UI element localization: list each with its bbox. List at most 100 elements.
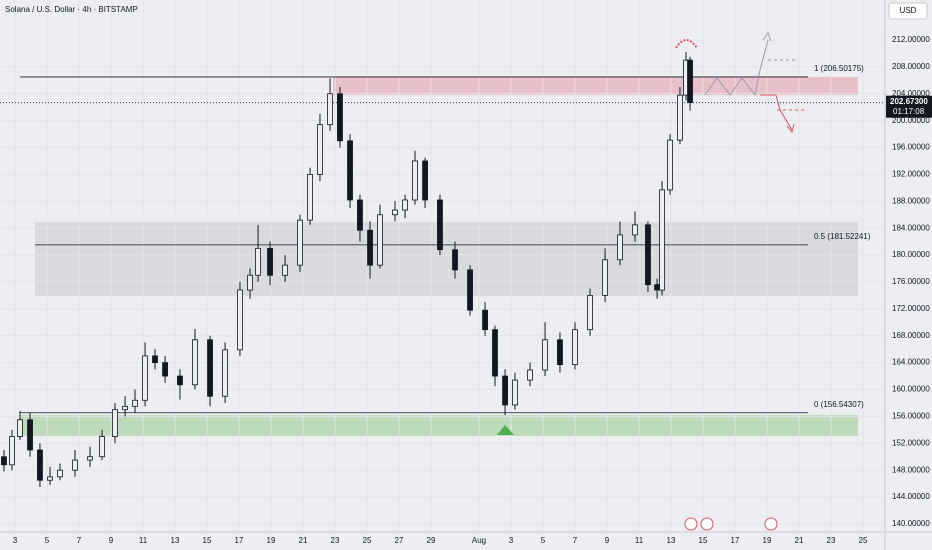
candle-body <box>654 284 660 291</box>
x-tick-label: 9 <box>605 536 610 545</box>
candle-body <box>337 93 343 142</box>
candle-body <box>307 174 313 221</box>
level-label: 0.5 (181.52241) <box>814 232 871 241</box>
zone <box>20 415 858 436</box>
candle-body <box>367 229 373 266</box>
chart-title: Solana / U.S. Dollar · 4h · BITSTAMP <box>5 5 138 14</box>
x-tick-label: 11 <box>139 536 148 545</box>
candle-body <box>112 409 118 437</box>
y-tick-label: 172.00000 <box>892 304 930 313</box>
candle-body <box>255 247 261 276</box>
candle-body <box>122 405 128 411</box>
x-tick-label: 21 <box>299 536 308 545</box>
y-tick-label: 180.00000 <box>892 250 930 259</box>
candle-body <box>687 59 693 103</box>
x-tick-label: 19 <box>763 536 772 545</box>
x-tick-label: 17 <box>731 536 740 545</box>
x-tick-label: 21 <box>795 536 804 545</box>
candle-body <box>57 469 63 478</box>
x-tick-label: 9 <box>109 536 114 545</box>
y-tick-label: 176.00000 <box>892 277 930 286</box>
candle-body <box>297 219 303 266</box>
y-tick-label: 148.00000 <box>892 465 930 474</box>
candles <box>1 52 693 487</box>
candle-body <box>282 264 288 276</box>
candle-body <box>142 355 148 401</box>
candle-body <box>492 329 498 377</box>
y-tick-label: 164.00000 <box>892 358 930 367</box>
event-icons <box>684 517 778 531</box>
candle-body <box>347 140 353 201</box>
x-tick-label: 15 <box>203 536 212 545</box>
y-tick-label: 184.00000 <box>892 223 930 232</box>
x-tick-label: 11 <box>635 536 644 545</box>
y-tick-label: 208.00000 <box>892 62 930 71</box>
x-tick-label: 29 <box>427 536 436 545</box>
candle-body <box>402 199 408 211</box>
x-tick-label: 3 <box>13 536 18 545</box>
x-tick-label: 7 <box>77 536 82 545</box>
x-tick-label: 5 <box>45 536 50 545</box>
candle-body <box>467 269 473 311</box>
candle-body <box>602 259 608 296</box>
candle-body <box>645 224 651 286</box>
candle-body <box>152 355 158 364</box>
candle-body <box>452 249 458 271</box>
projection-down <box>760 94 793 131</box>
candle-body <box>527 369 533 381</box>
x-tick-label: 23 <box>827 536 836 545</box>
y-tick-label: 200.00000 <box>892 116 930 125</box>
candle-body <box>632 224 638 236</box>
x-tick-label: Aug <box>472 536 486 545</box>
countdown: 01:17:08 <box>893 107 925 116</box>
candle-body <box>392 209 398 216</box>
candle-body <box>482 309 488 331</box>
candle-body <box>132 399 138 407</box>
x-tick-label: 23 <box>331 536 340 545</box>
y-tick-label: 188.00000 <box>892 196 930 205</box>
candle-body <box>617 234 623 261</box>
candle-body <box>357 199 363 231</box>
currency: USD <box>900 6 917 15</box>
x-tick-label: 17 <box>235 536 244 545</box>
event-icon[interactable] <box>684 517 698 531</box>
x-tick-label: 25 <box>859 536 868 545</box>
candle-body <box>542 339 548 371</box>
x-tick-label: 19 <box>267 536 276 545</box>
levels: 1 (206.50175) 0.5 (181.52241) 0 (156.54307… <box>0 64 885 414</box>
axes: 140.00000 144.00000 148.00000 152.00000 156.… <box>13 35 932 545</box>
currency-box[interactable] <box>888 2 928 20</box>
y-tick-label: 160.00000 <box>892 385 930 394</box>
candle-body <box>162 362 168 377</box>
price-axis <box>885 0 932 550</box>
candle-body <box>27 419 33 451</box>
candle-body <box>677 94 683 141</box>
candle-body <box>99 436 105 458</box>
event-icon[interactable] <box>700 517 714 531</box>
arrow-head <box>786 123 795 134</box>
candle-body <box>512 379 518 406</box>
candle-body <box>317 124 323 175</box>
candle-body <box>87 456 93 461</box>
x-tick-label: 5 <box>541 536 546 545</box>
top-marker <box>675 39 698 49</box>
candle-body <box>207 339 213 397</box>
projection-up <box>704 39 769 97</box>
x-tick-label: 25 <box>363 536 372 545</box>
candle-body <box>422 160 428 201</box>
candle-body <box>177 375 183 386</box>
zone <box>35 222 858 297</box>
event-icon[interactable] <box>764 517 778 531</box>
level-label: 0 (156.54307) <box>814 400 864 409</box>
candle-body <box>377 214 383 266</box>
candle-body <box>247 274 253 291</box>
candle-body <box>572 329 578 366</box>
y-tick-label: 196.00000 <box>892 143 930 152</box>
level-label: 1 (206.50175) <box>814 64 864 73</box>
candle-body <box>1 456 7 466</box>
candle-body <box>47 476 53 481</box>
candle-body <box>502 375 508 406</box>
candle-body <box>17 419 23 437</box>
y-tick-label: 204.00000 <box>892 89 930 98</box>
